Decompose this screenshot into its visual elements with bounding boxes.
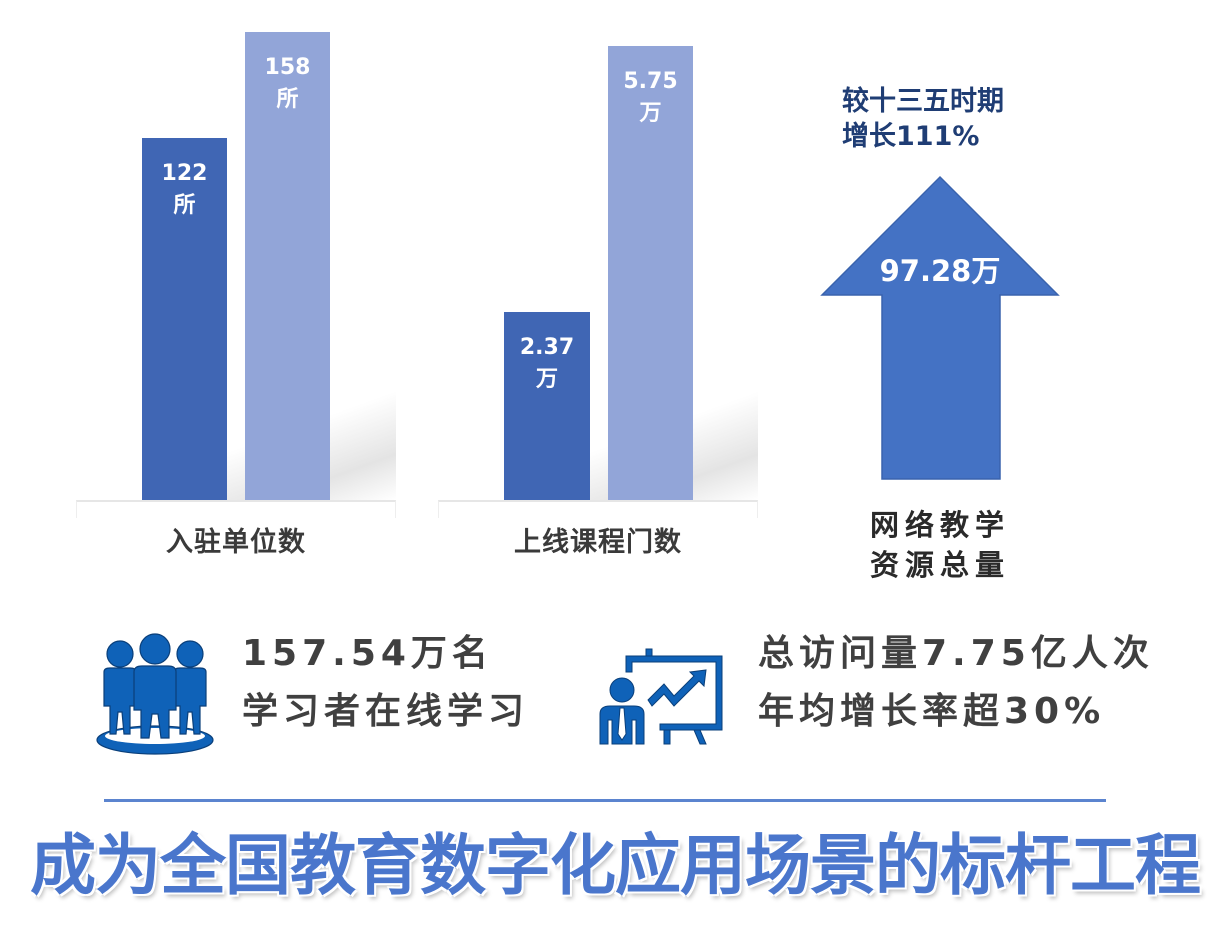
bar-value: 2.37 xyxy=(519,335,575,360)
growth-note: 较十三五时期 增长111% xyxy=(842,84,1004,154)
stat-value: 总访问量7.75亿人次 xyxy=(758,633,1154,674)
bar-after: 5.75 万 xyxy=(608,46,693,500)
category-label: 入驻单位数 xyxy=(166,527,306,558)
bar-value: 122 xyxy=(161,161,208,186)
people-group-icon xyxy=(96,633,214,755)
bar-value: 5.75 xyxy=(623,69,678,94)
arrow-value: 97.28万 xyxy=(879,254,1001,288)
stat-text: 157.54万名 学习者在线学习 xyxy=(242,625,529,741)
chart-baseline xyxy=(76,500,396,518)
stat-desc: 年均增长率超30% xyxy=(758,691,1106,732)
growth-note-line1: 较十三五时期 xyxy=(842,86,1004,117)
category-label: 上线课程门数 xyxy=(514,527,682,558)
bar-before: 2.37 万 xyxy=(504,312,590,500)
stat-desc: 学习者在线学习 xyxy=(242,691,530,732)
stat-value: 157.54万名 xyxy=(242,633,493,674)
stat-text: 总访问量7.75亿人次 年均增长率超30% xyxy=(758,625,1154,741)
slogan-title: 成为全国教育数字化应用场景的标杆工程 xyxy=(30,827,1201,904)
bar-before: 122 所 xyxy=(142,138,227,500)
growth-note-line2: 增长111% xyxy=(842,121,980,152)
arrow-label-line2: 资源总量 xyxy=(869,548,1010,582)
bar-value: 158 xyxy=(264,55,311,80)
bar-unit: 所 xyxy=(173,193,196,218)
divider-line xyxy=(104,799,1106,802)
presenter-chart-icon xyxy=(599,648,723,745)
bar-unit: 万 xyxy=(535,367,558,392)
chart-baseline xyxy=(438,500,758,518)
up-arrow-icon xyxy=(820,175,1060,480)
bar-unit: 万 xyxy=(639,101,662,126)
arrow-label-line1: 网络教学 xyxy=(869,508,1010,542)
bar-after: 158 所 xyxy=(245,32,330,500)
arrow-label: 网络教学 资源总量 xyxy=(842,505,1038,585)
bar-unit: 所 xyxy=(276,87,299,112)
